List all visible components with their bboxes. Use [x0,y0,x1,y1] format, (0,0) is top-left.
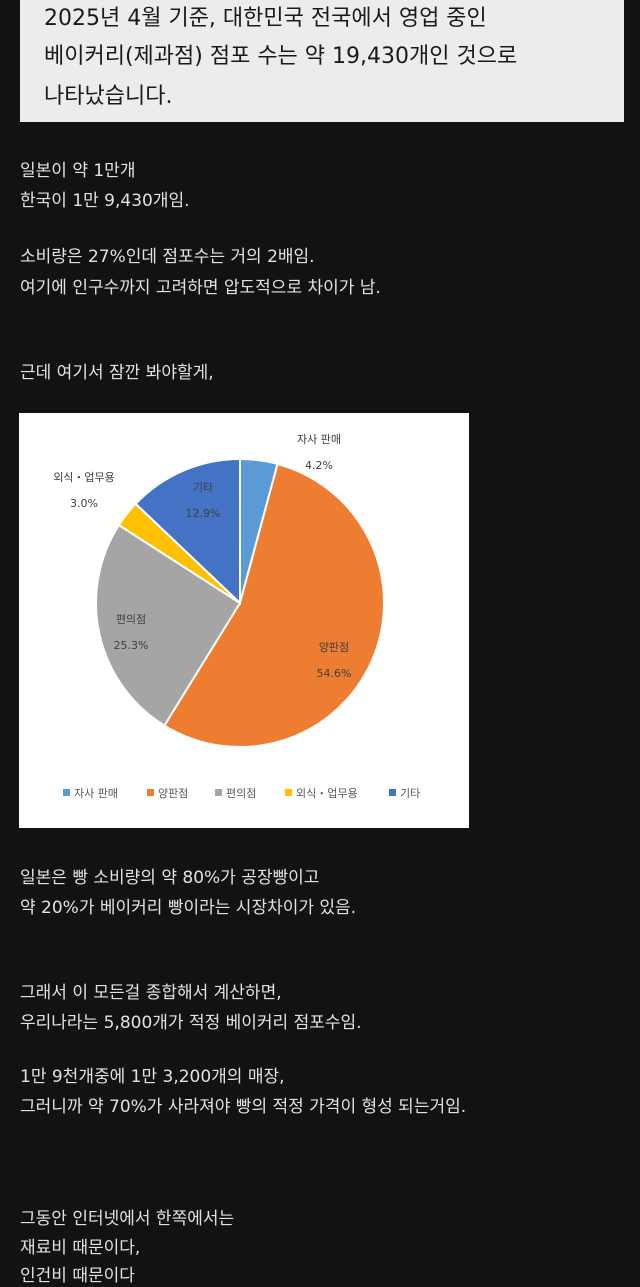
highlight-quote-box: 2025년 4월 기준, 대한민국 전국에서 영업 중인 베이커리(제과점) 점… [20,0,624,122]
slice-value-label: 12.9% [186,507,221,520]
slice-label: 자사 판매 [297,433,341,446]
quote-line-3: 나타났습니다. [44,84,173,109]
legend-label: 자사 판매 [74,787,118,800]
paragraph-2-line-2: 여기에 인구수까지 고려하면 압도적으로 차이가 남. [20,278,381,298]
slice-value-label: 4.2% [305,459,333,472]
paragraph-7-line-2: 재료비 때문이다, [20,1238,141,1258]
paragraph-7-line-1: 그동안 인터넷에서 한쪽에서는 [20,1209,235,1229]
quote-line-2: 베이커리(제과점) 점포 수는 약 19,430개인 것으로 [44,44,518,69]
paragraph-6-line-1: 1만 9천개중에 1만 3,200개의 매장, [20,1067,285,1087]
pie-slice [162,462,385,748]
legend-swatch [285,789,292,796]
legend-swatch [147,789,154,796]
slice-label: 편의점 [116,613,146,626]
paragraph-5-line-1: 그래서 이 모든걸 종합해서 계산하면, [20,983,282,1003]
slice-value-label: 54.6% [317,667,352,680]
legend-swatch [63,789,70,796]
pie-slice [95,523,242,727]
legend-swatch [389,789,396,796]
paragraph-3-line-1: 근데 여기서 잠깐 봐야할게, [20,363,214,383]
slice-label: 양판점 [319,641,349,654]
slice-label: 외식・업무용 [53,471,115,484]
legend-label: 기타 [400,787,420,800]
paragraph-5-line-2: 우리나라는 5,800개가 적정 베이커리 점포수임. [20,1013,362,1033]
legend-label: 양판점 [158,787,188,800]
slice-value-label: 3.0% [70,497,98,510]
quote-line-1: 2025년 4월 기준, 대한민국 전국에서 영업 중인 [44,6,487,31]
slice-value-label: 25.3% [114,639,149,652]
pie-chart: 자사 판매 4.2% 양판점 54.6% 편의점 25.3% 외식・업무용 3.0% 기타 12.… [53,433,420,800]
paragraph-2-line-1: 소비량은 27%인데 점포수는 거의 2배임. [20,247,315,267]
paragraph-4-line-2: 약 20%가 베이커리 빵이라는 시장차이가 있음. [20,898,357,918]
paragraph-4-line-1: 일본은 빵 소비량의 약 80%가 공장빵이고 [20,868,320,888]
legend-swatch [215,789,222,796]
paragraph-1-line-2: 한국이 1만 9,430개임. [20,191,190,211]
pie-chart-image: 자사 판매 4.2% 양판점 54.6% 편의점 25.3% 외식・업무용 3.0% 기타 12.… [19,413,469,828]
pie-slice [134,457,241,606]
legend-label: 외식・업무용 [296,787,358,800]
slice-label: 기타 [193,481,213,494]
legend-label: 편의점 [226,787,256,800]
paragraph-1-line-1: 일본이 약 1만개 [20,161,136,181]
paragraph-6-line-2: 그러니까 약 70%가 사라져야 빵의 적정 가격이 형성 되는거임. [20,1097,467,1117]
paragraph-7-line-3: 인건비 때문이다 [20,1266,135,1286]
